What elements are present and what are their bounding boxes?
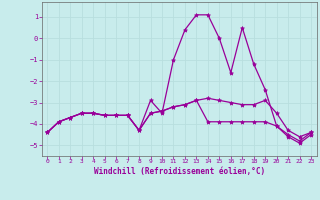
- X-axis label: Windchill (Refroidissement éolien,°C): Windchill (Refroidissement éolien,°C): [94, 167, 265, 176]
